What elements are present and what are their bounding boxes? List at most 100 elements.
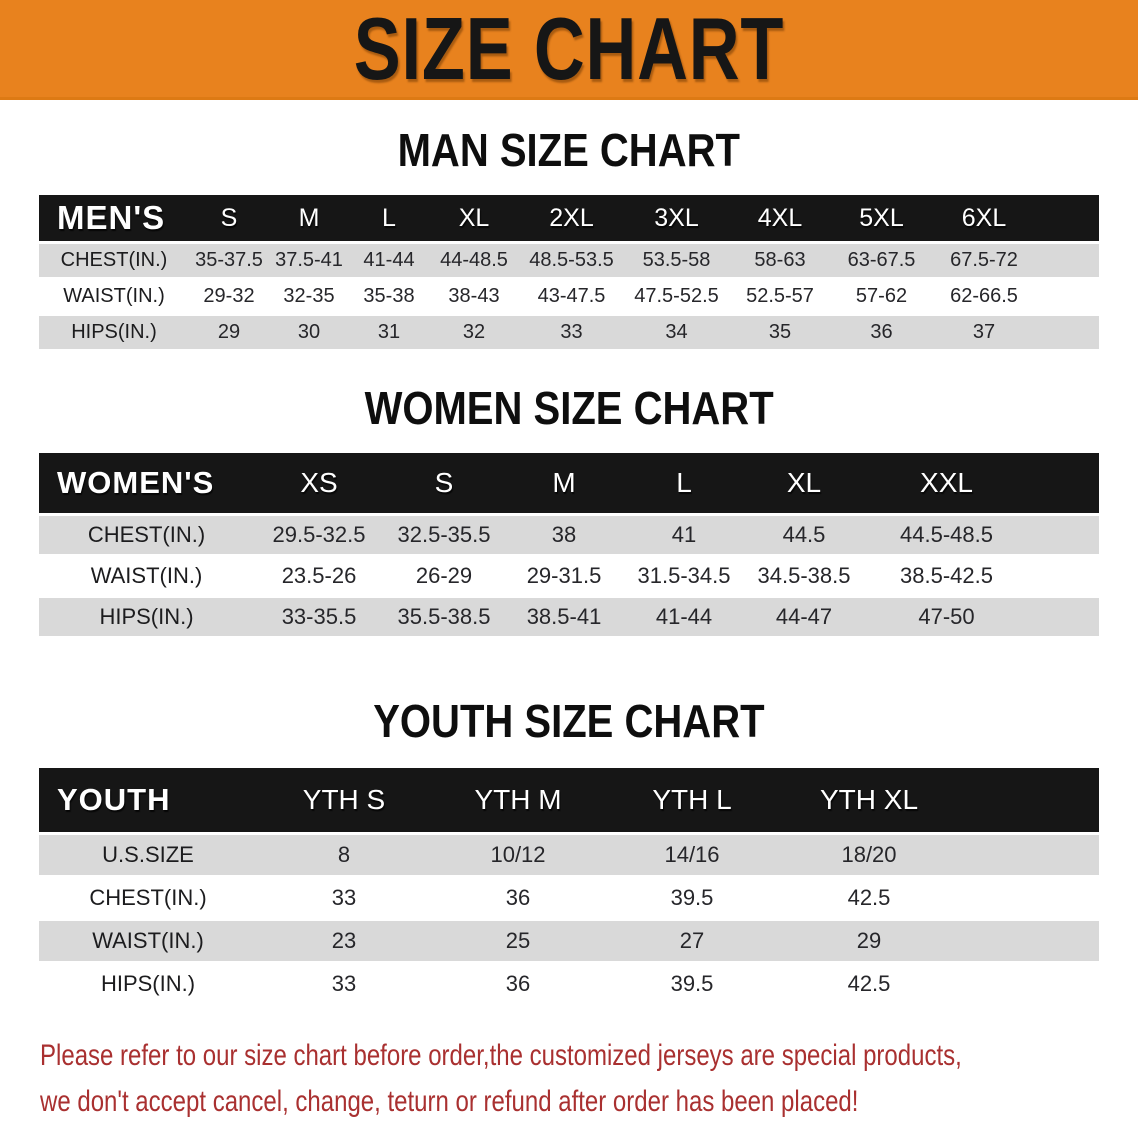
spacer-cell (959, 768, 1099, 832)
size-value-cell: 44-47 (744, 598, 864, 636)
spacer-cell (1036, 280, 1099, 313)
size-value-cell: 35.5-38.5 (384, 598, 504, 636)
size-value-cell: 33 (257, 964, 431, 1004)
spacer-cell (1029, 453, 1099, 513)
youth-section-heading: YOUTH SIZE CHART (0, 695, 1138, 747)
men-section-heading: MAN SIZE CHART (0, 124, 1138, 176)
size-value-cell: 39.5 (605, 878, 779, 918)
measure-label-cell: WAIST(IN.) (39, 280, 189, 313)
men-chest-row: CHEST(IN.) 35-37.5 37.5-41 41-44 44-48.5… (39, 244, 1099, 277)
size-value-cell: 32.5-35.5 (384, 516, 504, 554)
size-value-cell: 25 (431, 921, 605, 961)
women-section-heading-text: WOMEN SIZE CHART (364, 382, 774, 434)
men-hips-row: HIPS(IN.) 29 30 31 32 33 34 35 36 37 (39, 316, 1099, 349)
size-header-cell: 6XL (932, 195, 1036, 241)
youth-group-label: YOUTH (39, 768, 257, 832)
women-table-header-row: WOMEN'S XS S M L XL XXL (39, 453, 1099, 513)
size-header-cell: YTH XL (779, 768, 959, 832)
spacer-cell (1029, 516, 1099, 554)
size-value-cell: 44.5-48.5 (864, 516, 1029, 554)
notice-line-1-text: Please refer to our size chart before or… (40, 1039, 962, 1072)
measure-label-cell: CHEST(IN.) (39, 878, 257, 918)
youth-ussize-row: U.S.SIZE 8 10/12 14/16 18/20 (39, 835, 1099, 875)
size-value-cell: 38.5-41 (504, 598, 624, 636)
notice-line-1: Please refer to our size chart before or… (40, 1033, 1138, 1079)
notice-line-2: we don't accept cancel, change, teturn o… (40, 1079, 1138, 1125)
size-value-cell: 41-44 (624, 598, 744, 636)
measure-label-cell: HIPS(IN.) (39, 316, 189, 349)
size-value-cell: 44-48.5 (429, 244, 519, 277)
size-value-cell: 47-50 (864, 598, 1029, 636)
spacer-cell (1036, 195, 1099, 241)
size-value-cell: 10/12 (431, 835, 605, 875)
size-value-cell: 29.5-32.5 (254, 516, 384, 554)
youth-table-header-row: YOUTH YTH S YTH M YTH L YTH XL (39, 768, 1099, 832)
women-size-table: WOMEN'S XS S M L XL XXL CHEST(IN.) 29.5-… (39, 450, 1099, 639)
size-value-cell: 44.5 (744, 516, 864, 554)
size-header-cell: M (269, 195, 349, 241)
size-header-cell: 3XL (624, 195, 729, 241)
size-value-cell: 35-37.5 (189, 244, 269, 277)
size-header-cell: M (504, 453, 624, 513)
size-value-cell: 41 (624, 516, 744, 554)
spacer-cell (1029, 557, 1099, 595)
women-group-label: WOMEN'S (39, 453, 254, 513)
size-value-cell: 33-35.5 (254, 598, 384, 636)
size-header-cell: YTH S (257, 768, 431, 832)
order-notice: Please refer to our size chart before or… (40, 1033, 1138, 1125)
size-value-cell: 53.5-58 (624, 244, 729, 277)
size-value-cell: 23.5-26 (254, 557, 384, 595)
size-header-cell: XL (744, 453, 864, 513)
size-value-cell: 41-44 (349, 244, 429, 277)
size-value-cell: 29 (189, 316, 269, 349)
size-value-cell: 48.5-53.5 (519, 244, 624, 277)
men-table-header-row: MEN'S S M L XL 2XL 3XL 4XL 5XL 6XL (39, 195, 1099, 241)
size-header-cell: YTH L (605, 768, 779, 832)
size-header-cell: L (624, 453, 744, 513)
size-value-cell: 47.5-52.5 (624, 280, 729, 313)
size-value-cell: 33 (257, 878, 431, 918)
men-group-label: MEN'S (39, 195, 189, 241)
men-waist-row: WAIST(IN.) 29-32 32-35 35-38 38-43 43-47… (39, 280, 1099, 313)
size-value-cell: 36 (431, 878, 605, 918)
banner: SIZE CHART (0, 0, 1138, 100)
measure-label-cell: HIPS(IN.) (39, 964, 257, 1004)
measure-label-cell: CHEST(IN.) (39, 244, 189, 277)
size-value-cell: 27 (605, 921, 779, 961)
size-value-cell: 38-43 (429, 280, 519, 313)
measure-label-cell: WAIST(IN.) (39, 921, 257, 961)
notice-line-2-text: we don't accept cancel, change, teturn o… (40, 1085, 859, 1118)
youth-waist-row: WAIST(IN.) 23 25 27 29 (39, 921, 1099, 961)
women-waist-row: WAIST(IN.) 23.5-26 26-29 29-31.5 31.5-34… (39, 557, 1099, 595)
size-header-cell: XL (429, 195, 519, 241)
size-value-cell: 37 (932, 316, 1036, 349)
size-value-cell: 14/16 (605, 835, 779, 875)
size-value-cell: 32 (429, 316, 519, 349)
spacer-cell (959, 878, 1099, 918)
size-value-cell: 34.5-38.5 (744, 557, 864, 595)
men-size-table: MEN'S S M L XL 2XL 3XL 4XL 5XL 6XL CHEST… (39, 192, 1099, 352)
size-value-cell: 42.5 (779, 878, 959, 918)
size-header-cell: XXL (864, 453, 1029, 513)
size-header-cell: XS (254, 453, 384, 513)
size-value-cell: 38 (504, 516, 624, 554)
spacer-cell (959, 835, 1099, 875)
youth-chest-row: CHEST(IN.) 33 36 39.5 42.5 (39, 878, 1099, 918)
women-chest-row: CHEST(IN.) 29.5-32.5 32.5-35.5 38 41 44.… (39, 516, 1099, 554)
size-value-cell: 43-47.5 (519, 280, 624, 313)
size-value-cell: 31 (349, 316, 429, 349)
size-header-cell: L (349, 195, 429, 241)
size-value-cell: 32-35 (269, 280, 349, 313)
size-value-cell: 35-38 (349, 280, 429, 313)
women-hips-row: HIPS(IN.) 33-35.5 35.5-38.5 38.5-41 41-4… (39, 598, 1099, 636)
youth-size-table: YOUTH YTH S YTH M YTH L YTH XL U.S.SIZE … (39, 765, 1099, 1007)
size-value-cell: 63-67.5 (831, 244, 932, 277)
measure-label-cell: CHEST(IN.) (39, 516, 254, 554)
measure-label-cell: U.S.SIZE (39, 835, 257, 875)
size-header-cell: S (189, 195, 269, 241)
size-header-cell: 5XL (831, 195, 932, 241)
size-value-cell: 38.5-42.5 (864, 557, 1029, 595)
measure-label-cell: HIPS(IN.) (39, 598, 254, 636)
size-value-cell: 18/20 (779, 835, 959, 875)
